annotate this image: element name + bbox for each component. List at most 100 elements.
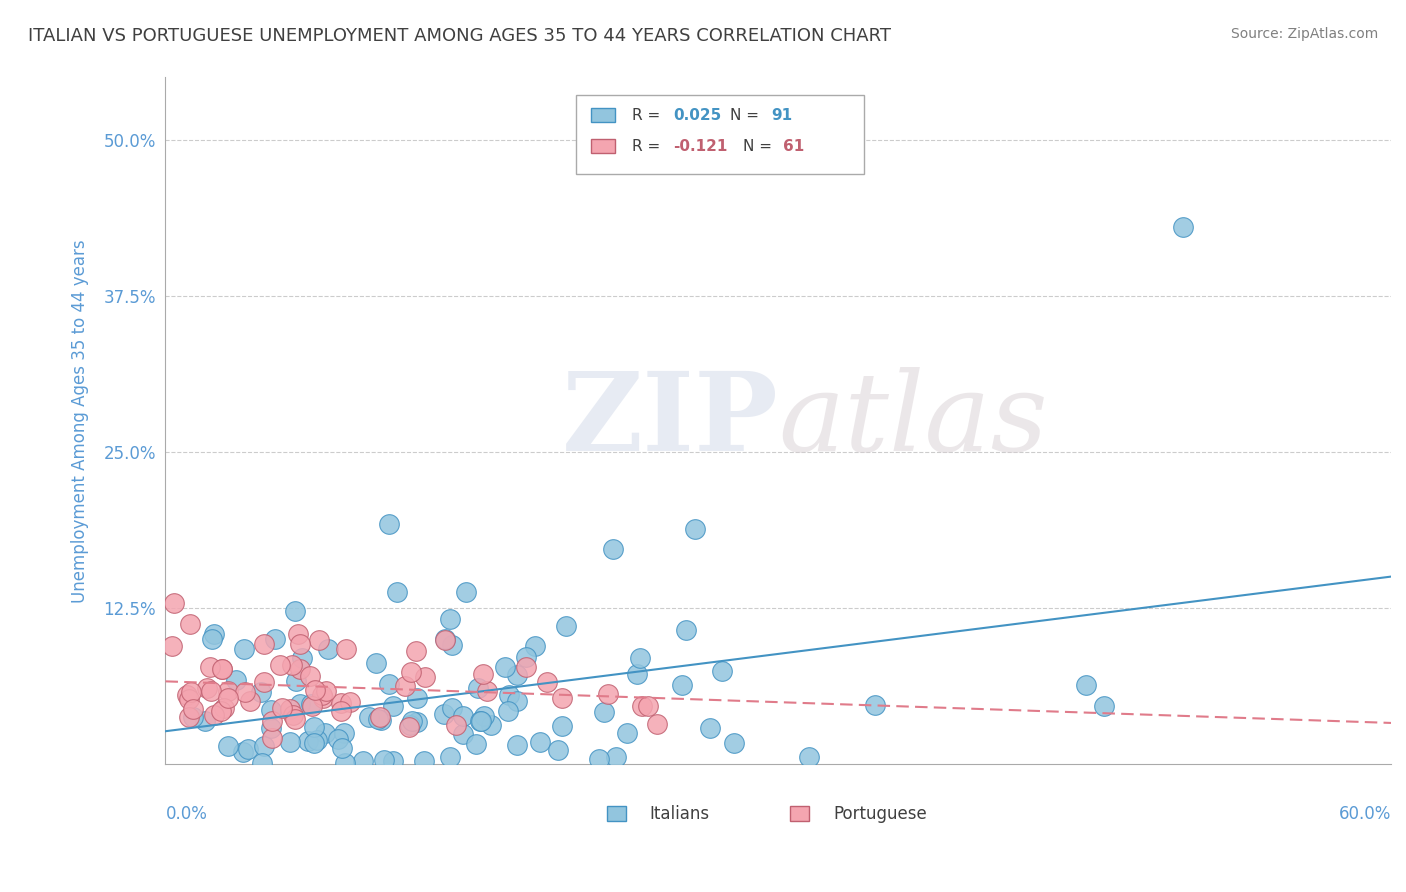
Point: [288, 637, 311, 651]
Point: [547, 743, 569, 757]
Point: [253, 675, 276, 690]
Point: [283, 708, 305, 723]
Point: [253, 637, 276, 651]
Point: [297, 734, 319, 748]
Text: ZIP: ZIP: [561, 368, 779, 475]
Point: [201, 632, 224, 646]
Point: [284, 713, 307, 727]
Text: 91: 91: [770, 108, 792, 123]
Point: [304, 735, 326, 749]
Point: [302, 719, 325, 733]
Point: [602, 541, 624, 556]
Point: [364, 656, 387, 670]
Point: [278, 702, 301, 716]
Point: [238, 742, 260, 756]
Point: [287, 627, 309, 641]
Point: [181, 702, 204, 716]
FancyBboxPatch shape: [591, 108, 616, 122]
Point: [456, 584, 478, 599]
Point: [399, 665, 422, 679]
Point: [335, 642, 357, 657]
Text: R =: R =: [633, 138, 665, 153]
Point: [605, 750, 627, 764]
Point: [441, 701, 464, 715]
Point: [250, 756, 273, 770]
Point: [699, 721, 721, 735]
Point: [260, 721, 283, 735]
Point: [1092, 699, 1115, 714]
Point: [239, 693, 262, 707]
Point: [284, 673, 307, 688]
FancyBboxPatch shape: [606, 806, 626, 822]
Point: [515, 650, 537, 665]
Text: N =: N =: [731, 108, 765, 123]
Point: [357, 710, 380, 724]
Point: [352, 754, 374, 768]
Point: [232, 745, 254, 759]
Point: [494, 660, 516, 674]
Point: [278, 735, 301, 749]
Point: [212, 701, 235, 715]
Text: ITALIAN VS PORTUGUESE UNEMPLOYMENT AMONG AGES 35 TO 44 YEARS CORRELATION CHART: ITALIAN VS PORTUGUESE UNEMPLOYMENT AMONG…: [28, 27, 891, 45]
Point: [479, 718, 502, 732]
Point: [301, 698, 323, 713]
Point: [398, 720, 420, 734]
Point: [505, 739, 527, 753]
Point: [433, 706, 456, 721]
Point: [211, 662, 233, 676]
Text: atlas: atlas: [779, 368, 1047, 475]
Text: R =: R =: [633, 108, 665, 123]
Point: [304, 682, 326, 697]
Point: [524, 639, 547, 653]
Point: [195, 681, 218, 696]
Text: Portuguese: Portuguese: [834, 805, 927, 822]
Point: [328, 731, 350, 746]
Point: [596, 687, 619, 701]
Point: [588, 752, 610, 766]
Point: [723, 736, 745, 750]
Point: [333, 725, 356, 739]
Point: [451, 709, 474, 723]
Point: [176, 689, 198, 703]
Point: [330, 696, 353, 710]
Point: [179, 710, 201, 724]
Point: [434, 632, 457, 647]
Point: [470, 714, 492, 728]
Text: 0.0%: 0.0%: [166, 805, 207, 823]
Point: [529, 735, 551, 749]
Point: [1076, 678, 1098, 692]
Point: [797, 749, 820, 764]
Point: [405, 644, 427, 658]
Point: [217, 739, 239, 754]
Point: [505, 694, 527, 708]
Point: [260, 703, 283, 717]
Point: [398, 718, 420, 732]
Point: [232, 641, 254, 656]
Point: [194, 714, 217, 729]
Point: [382, 698, 405, 713]
Point: [291, 651, 314, 665]
Text: 60.0%: 60.0%: [1339, 805, 1391, 823]
Point: [316, 642, 339, 657]
Point: [198, 659, 221, 673]
Point: [312, 690, 335, 705]
Point: [200, 684, 222, 698]
Point: [593, 705, 616, 719]
Point: [233, 685, 256, 699]
Point: [671, 677, 693, 691]
Point: [472, 709, 495, 723]
Point: [177, 692, 200, 706]
Text: -0.121: -0.121: [673, 138, 727, 153]
Point: [209, 704, 232, 718]
Point: [367, 712, 389, 726]
Text: Source: ZipAtlas.com: Source: ZipAtlas.com: [1230, 27, 1378, 41]
FancyBboxPatch shape: [591, 139, 616, 153]
Point: [308, 633, 330, 648]
Point: [406, 714, 429, 729]
Point: [394, 679, 416, 693]
Point: [616, 725, 638, 739]
Point: [270, 700, 292, 714]
Point: [496, 704, 519, 718]
Point: [1171, 220, 1194, 235]
Point: [415, 670, 437, 684]
